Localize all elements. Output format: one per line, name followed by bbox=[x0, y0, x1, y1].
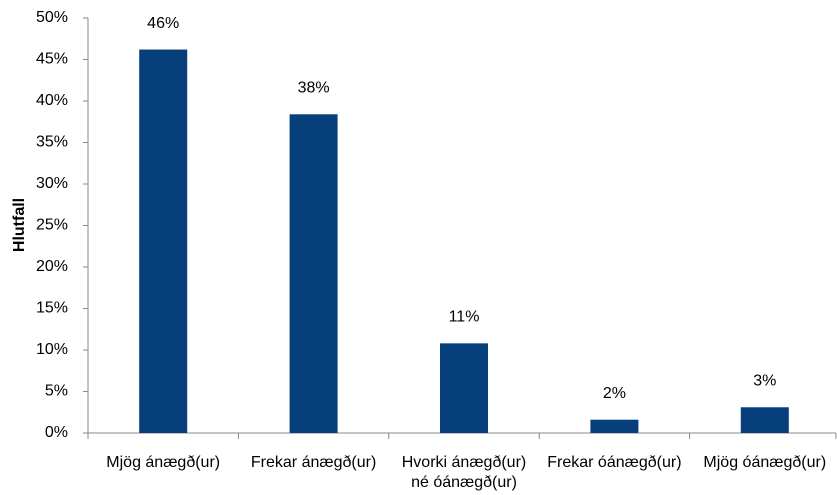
y-tick-label: 35% bbox=[36, 134, 68, 151]
x-tick-label-line: né óánægð(ur) bbox=[411, 474, 517, 491]
y-tick-label: 10% bbox=[36, 341, 68, 358]
x-tick-label: Mjög ánægð(ur) bbox=[106, 454, 220, 471]
data-label: 46% bbox=[147, 15, 179, 32]
data-label: 38% bbox=[298, 79, 330, 96]
y-tick-label: 30% bbox=[36, 175, 68, 192]
y-tick-label: 15% bbox=[36, 300, 68, 317]
y-tick-label: 25% bbox=[36, 217, 68, 234]
x-tick-label: Frekar ánægð(ur) bbox=[251, 454, 376, 471]
bar bbox=[590, 419, 639, 433]
bar bbox=[289, 114, 338, 433]
x-tick-label-line: Hvorki ánægð(ur) bbox=[402, 454, 526, 471]
bar bbox=[740, 407, 789, 433]
x-tick-label: Mjög óánægð(ur) bbox=[703, 454, 826, 471]
y-tick-label: 45% bbox=[36, 51, 68, 68]
x-tick-label: Frekar óánægð(ur) bbox=[547, 454, 681, 471]
y-tick-label: 40% bbox=[36, 92, 68, 109]
x-tick-label: Hvorki ánægð(ur) né óánægð(ur) bbox=[402, 454, 526, 491]
y-axis-label: Hlutfall bbox=[11, 198, 28, 252]
bar bbox=[139, 49, 188, 433]
data-label: 2% bbox=[603, 385, 626, 402]
bar bbox=[440, 343, 488, 433]
data-label: 3% bbox=[753, 372, 776, 389]
data-label: 11% bbox=[449, 309, 480, 326]
y-tick-label: 20% bbox=[36, 258, 68, 275]
y-tick-label: 5% bbox=[45, 383, 68, 400]
y-tick-label: 0% bbox=[45, 424, 68, 441]
y-tick-label: 50% bbox=[36, 9, 68, 26]
